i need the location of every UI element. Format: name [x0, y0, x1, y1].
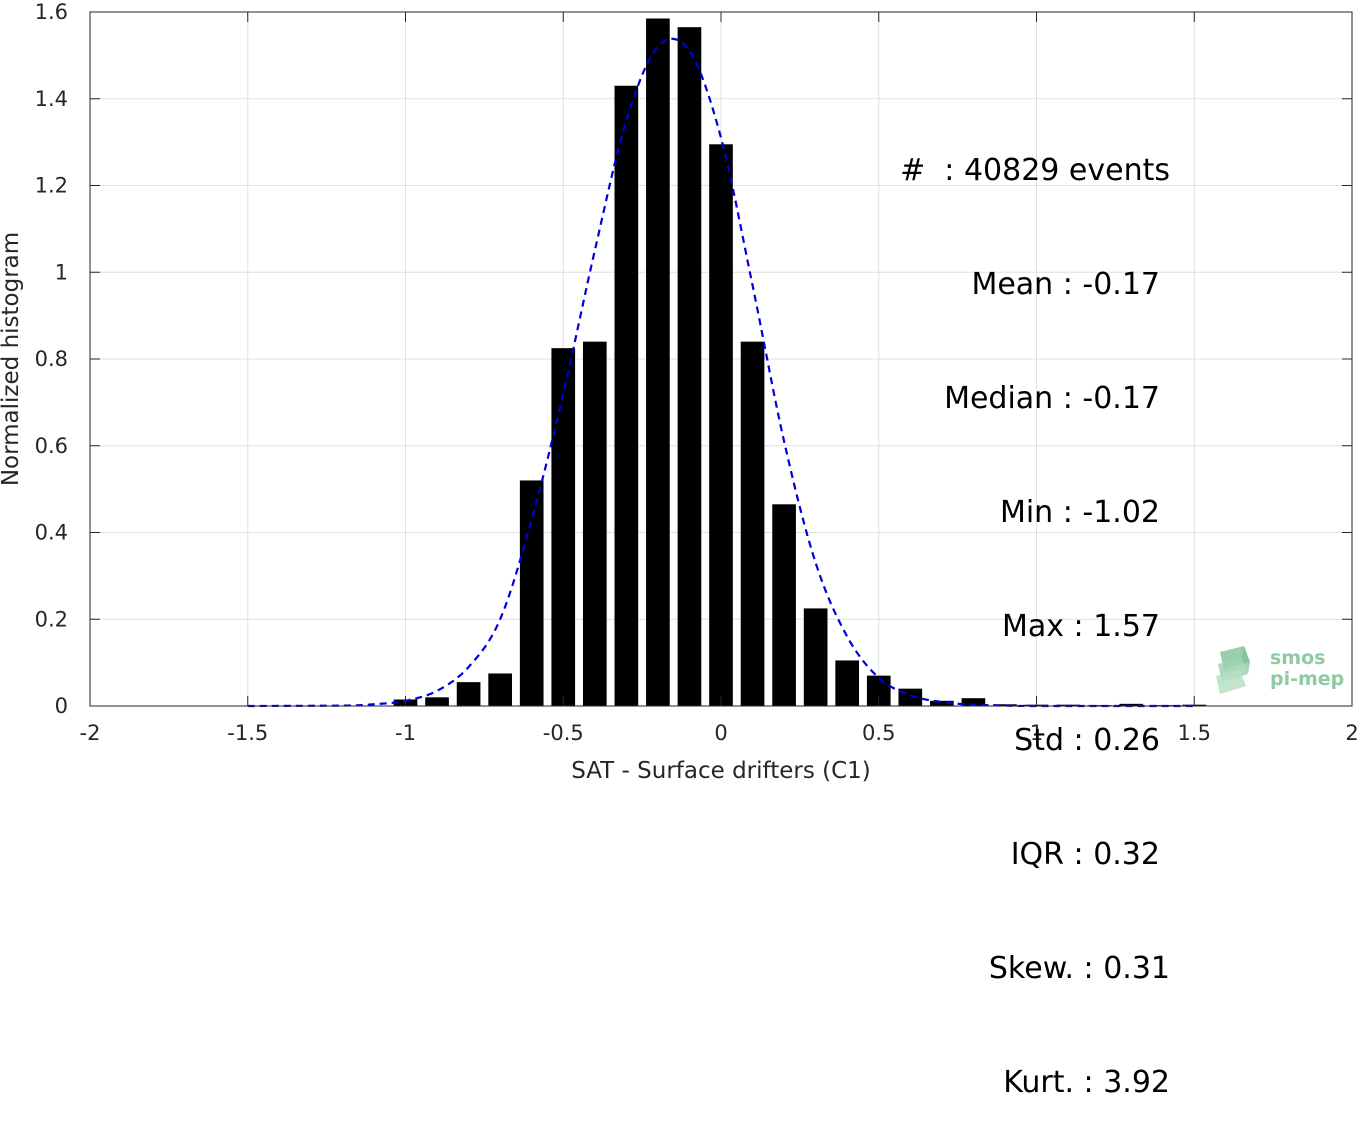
x-tick-label: 0	[714, 721, 727, 745]
y-tick-label: 0.2	[35, 607, 68, 631]
histogram-bars	[393, 18, 1207, 707]
histogram-bar	[488, 673, 512, 706]
histogram-bar	[582, 341, 607, 706]
histogram-chart: -2 -1.5 -1 -0.5 0 0.5 1 1.5 2 0 0.2 0.4 0.6 0.8 1 1.2 1…	[0, 0, 1359, 784]
x-tick-label: -1	[395, 721, 416, 745]
y-tick-labels: 0 0.2 0.4 0.6 0.8 1 1.2 1.4 1.6	[35, 0, 68, 718]
y-tick-label: 0.8	[35, 347, 68, 371]
logo-line2: pi-mep	[1270, 668, 1345, 690]
y-tick-label: 0.4	[35, 521, 68, 545]
y-tick-label: 1.6	[35, 0, 68, 24]
histogram-bar	[803, 608, 828, 706]
histogram-bar	[456, 682, 481, 706]
stats-events: # : 40829 events	[900, 153, 1170, 188]
x-tick-labels: -2 -1.5 -1 -0.5 0 0.5 1 1.5 2	[80, 721, 1359, 745]
stats-min: Min : -1.02	[999, 495, 1160, 530]
histogram-bar	[930, 700, 954, 706]
fit-curve	[247, 37, 1195, 708]
histogram-bar	[709, 144, 733, 706]
smos-pi-mep-logo: smos pi-mep	[1214, 644, 1354, 698]
histogram-bar	[614, 85, 639, 707]
histogram-bar	[425, 697, 449, 706]
stats-mean: Mean : -0.17	[971, 267, 1160, 302]
histogram-bar	[646, 18, 670, 707]
histogram-bar	[835, 660, 860, 706]
histogram-bar	[551, 348, 576, 706]
histogram-bar	[772, 504, 796, 706]
logo-line1: smos	[1270, 647, 1326, 669]
stats-max: Max : 1.57	[1002, 609, 1160, 644]
y-tick-label: 0.6	[35, 434, 68, 458]
x-tick-label: -2	[80, 721, 101, 745]
x-tick-label: 2	[1345, 721, 1358, 745]
y-tick-label: 1	[55, 260, 68, 284]
stats-std: Std : 0.26	[1014, 723, 1160, 758]
histogram-bar	[1119, 703, 1143, 706]
x-tick-label: 1.5	[1178, 721, 1211, 745]
x-tick-label: -1.5	[227, 721, 268, 745]
axis-ticks	[89, 11, 1353, 707]
stats-box: # : 40829 events Mean : -0.17 Median : -…	[880, 76, 1180, 1140]
x-axis-title: SAT - Surface drifters (C1)	[571, 758, 871, 784]
stats-kurt: Kurt. : 3.92	[1003, 1065, 1170, 1100]
histogram-bar	[677, 27, 702, 706]
y-tick-label: 1.4	[35, 87, 68, 111]
y-tick-label: 1.2	[35, 174, 68, 198]
stats-skew: Skew. : 0.31	[988, 951, 1170, 986]
histogram-bar	[961, 698, 986, 706]
histogram-bar	[993, 704, 1017, 706]
x-tick-label: 0.5	[862, 721, 895, 745]
x-tick-label: 1	[1030, 721, 1043, 745]
y-tick-label: 0	[55, 694, 68, 718]
x-tick-label: -0.5	[543, 721, 584, 745]
logo-graphic-icon	[1216, 646, 1250, 694]
y-axis-title: Normalized histogram	[0, 232, 24, 486]
stats-median: Median : -0.17	[944, 381, 1160, 416]
histogram-bar	[866, 675, 891, 706]
stats-iqr: IQR : 0.32	[1010, 837, 1160, 872]
histogram-bar	[519, 480, 544, 706]
histogram-bar	[740, 341, 765, 706]
